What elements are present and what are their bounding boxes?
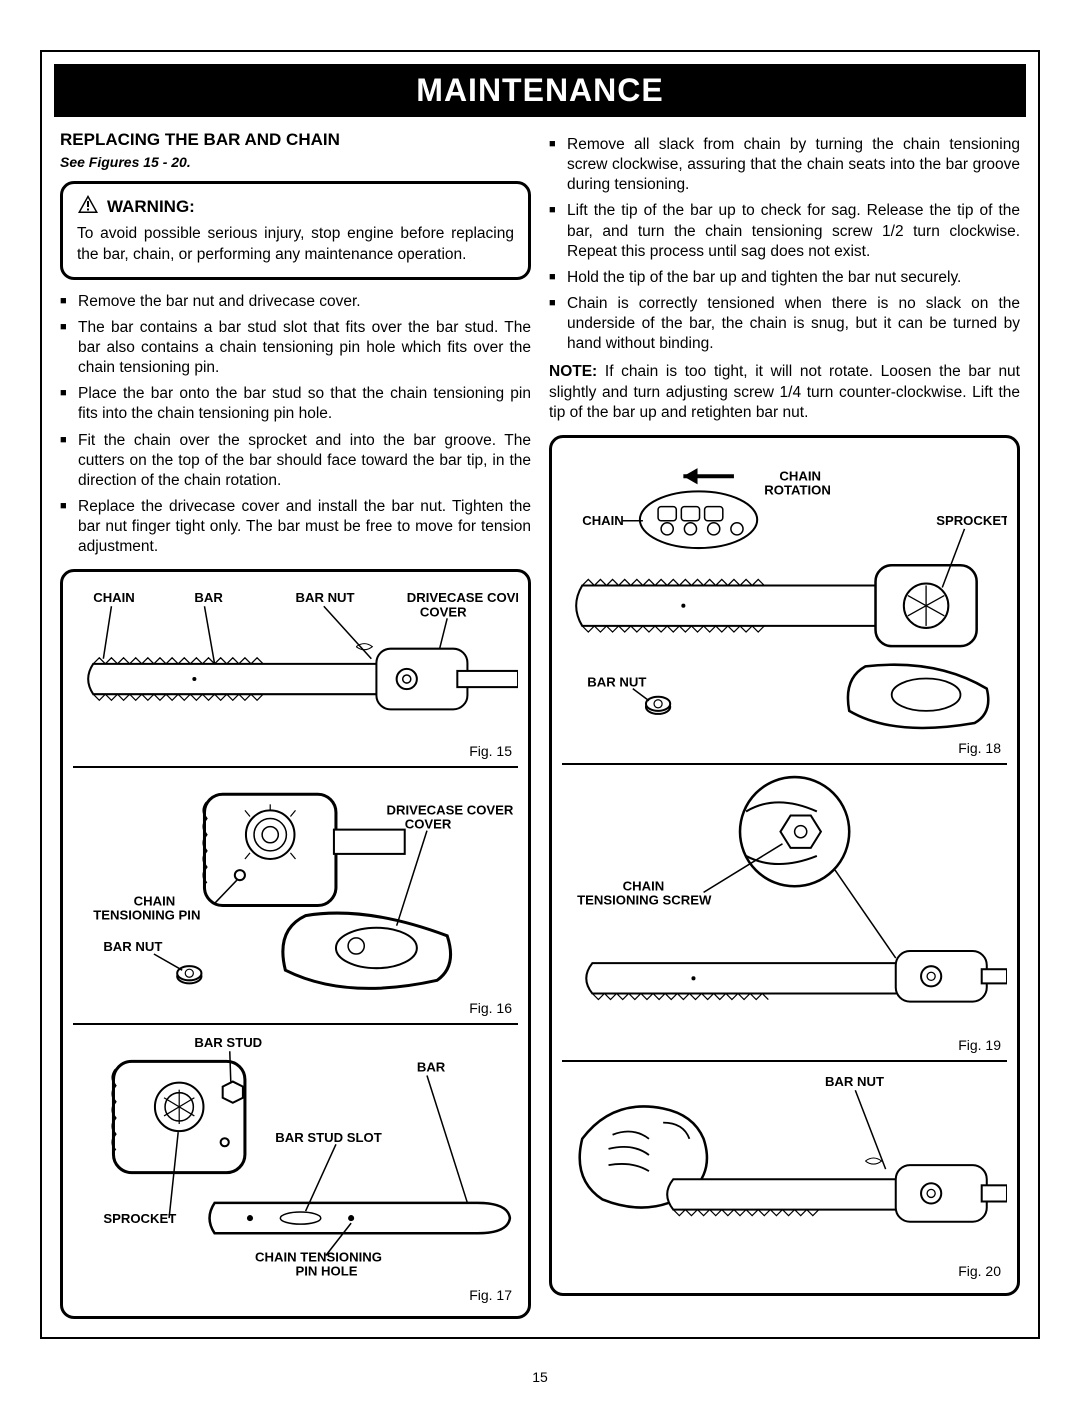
fig15-caption: Fig. 15 — [73, 740, 518, 760]
label-pinhole: CHAIN TENSIONING — [255, 1250, 382, 1265]
fig17-svg: BAR STUD BAR BAR STUD SLOT SPROCKET CHAI… — [73, 1031, 518, 1284]
left-bullets: Remove the bar nut and drivecase cover. … — [60, 292, 531, 558]
note: NOTE: If chain is too tight, it will not… — [549, 362, 1020, 422]
list-item: Chain is correctly tensioned when there … — [549, 294, 1020, 354]
list-item: Fit the chain over the sprocket and into… — [60, 431, 531, 491]
figure-box-left: CHAIN BAR BAR NUT DRIVECASE COVER COVER — [60, 569, 531, 1319]
fig16-svg: DRIVECASE COVER COVER CHAIN TENSIONING P… — [73, 774, 518, 997]
note-label: NOTE: — [549, 363, 597, 380]
fig16-caption: Fig. 16 — [73, 997, 518, 1017]
fig18-caption: Fig. 18 — [562, 737, 1007, 757]
warning-icon — [77, 194, 99, 220]
label-chain: CHAIN — [582, 513, 624, 528]
label-pin: CHAIN — [134, 894, 176, 909]
label-barnut: BAR NUT — [296, 591, 355, 606]
fig20-caption: Fig. 20 — [562, 1260, 1007, 1280]
label-cover: DRIVECASE COVER — [407, 591, 518, 606]
page-number: 15 — [0, 1369, 1080, 1385]
two-column-layout: REPLACING THE BAR AND CHAIN See Figures … — [42, 129, 1038, 1337]
svg-text:TENSIONING PIN: TENSIONING PIN — [93, 908, 200, 923]
figure-18: CHAIN CHAIN ROTATION SPROCKET BAR NUT — [562, 448, 1007, 765]
label-slot: BAR STUD SLOT — [275, 1130, 381, 1145]
page-frame: MAINTENANCE REPLACING THE BAR AND CHAIN … — [40, 50, 1040, 1339]
warning-box: WARNING: To avoid possible serious injur… — [60, 181, 531, 279]
right-bullets: Remove all slack from chain by turning t… — [549, 135, 1020, 354]
svg-text:COVER: COVER — [405, 817, 452, 832]
note-body: If chain is too tight, it will not rotat… — [549, 363, 1020, 420]
fig15-svg: CHAIN BAR BAR NUT DRIVECASE COVER COVER — [73, 588, 518, 740]
svg-text:PIN HOLE: PIN HOLE — [296, 1264, 358, 1279]
left-column: REPLACING THE BAR AND CHAIN See Figures … — [60, 129, 531, 1319]
figure-box-right: CHAIN CHAIN ROTATION SPROCKET BAR NUT — [549, 435, 1020, 1296]
section-banner: MAINTENANCE — [54, 64, 1026, 117]
figure-19: CHAIN TENSIONING SCREW — [562, 765, 1007, 1062]
list-item: Hold the tip of the bar up and tighten t… — [549, 268, 1020, 288]
label-barnut: BAR NUT — [103, 939, 162, 954]
fig17-caption: Fig. 17 — [73, 1284, 518, 1304]
label-bar: BAR — [194, 591, 223, 606]
warning-body: To avoid possible serious injury, stop e… — [77, 224, 514, 264]
fig19-caption: Fig. 19 — [562, 1034, 1007, 1054]
label-cover: DRIVECASE COVER — [387, 803, 514, 818]
label-bar: BAR — [417, 1059, 446, 1074]
warning-label: WARNING: — [107, 196, 195, 218]
section-title: REPLACING THE BAR AND CHAIN — [60, 129, 531, 151]
svg-text:TENSIONING SCREW: TENSIONING SCREW — [577, 893, 712, 908]
figure-20: BAR NUT — [562, 1062, 1007, 1286]
list-item: Remove all slack from chain by turning t… — [549, 135, 1020, 195]
list-item: Replace the drivecase cover and install … — [60, 497, 531, 557]
figure-16: DRIVECASE COVER COVER CHAIN TENSIONING P… — [73, 768, 518, 1025]
label-barnut: BAR NUT — [825, 1075, 884, 1090]
label-sprocket: SPROCKET — [103, 1211, 176, 1226]
fig18-svg: CHAIN CHAIN ROTATION SPROCKET BAR NUT — [562, 454, 1007, 737]
svg-text:COVER: COVER — [420, 605, 467, 620]
svg-text:CHAIN: CHAIN — [779, 468, 821, 483]
figure-17: BAR STUD BAR BAR STUD SLOT SPROCKET CHAI… — [73, 1025, 518, 1310]
fig20-svg: BAR NUT — [562, 1068, 1007, 1260]
label-barnut: BAR NUT — [587, 674, 646, 689]
list-item: Lift the tip of the bar up to check for … — [549, 201, 1020, 261]
list-item: Place the bar onto the bar stud so that … — [60, 384, 531, 424]
svg-text:CHAIN: CHAIN — [623, 879, 665, 894]
list-item: The bar contains a bar stud slot that fi… — [60, 318, 531, 378]
right-column: Remove all slack from chain by turning t… — [549, 129, 1020, 1319]
list-item: Remove the bar nut and drivecase cover. — [60, 292, 531, 312]
see-figures: See Figures 15 - 20. — [60, 153, 531, 171]
label-barstud: BAR STUD — [194, 1035, 262, 1050]
warning-heading: WARNING: — [77, 194, 514, 220]
label-chain: CHAIN — [93, 591, 135, 606]
figure-15: CHAIN BAR BAR NUT DRIVECASE COVER COVER — [73, 582, 518, 768]
fig19-svg: CHAIN TENSIONING SCREW — [562, 771, 1007, 1034]
label-sprocket: SPROCKET — [936, 513, 1007, 528]
svg-text:ROTATION: ROTATION — [764, 482, 831, 497]
